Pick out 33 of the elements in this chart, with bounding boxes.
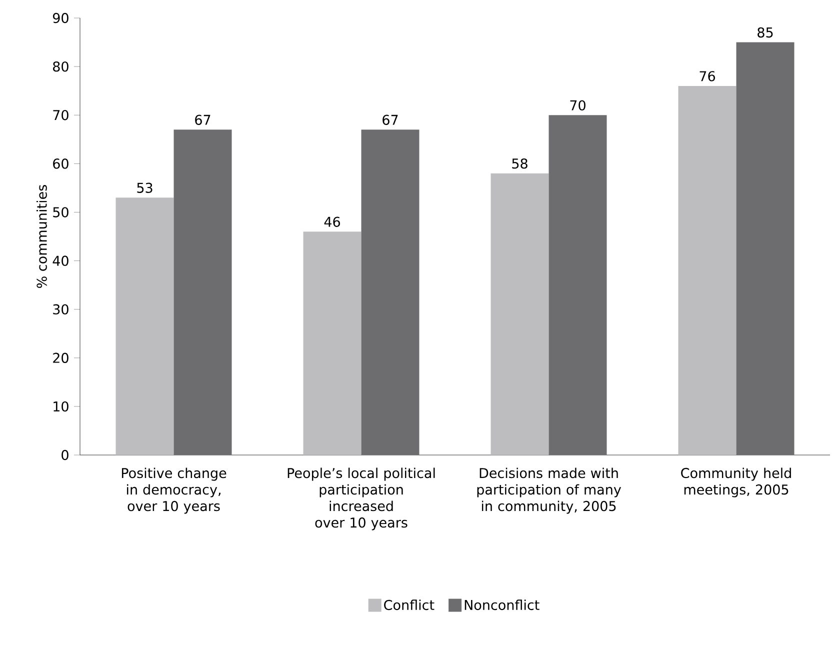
bar [361,130,420,455]
y-tick-label: 40 [52,256,68,266]
y-tick-label: 50 [53,207,68,218]
y-tick-label: 70 [53,110,68,120]
bar [678,86,736,455]
data-label: 70 [570,100,586,110]
y-tick-label: 20 [53,352,68,363]
data-label: 58 [512,158,528,169]
bar [303,232,362,455]
y-tick-label: 10 [54,401,68,412]
bar [736,42,794,455]
y-axis-title: % communities [36,184,47,288]
x-tick-label: People’s local political participation increased over 10 years [288,468,435,530]
data-label: 67 [382,114,398,125]
y-tick-label: 60 [53,158,68,169]
x-tick-label: Decisions made with participation of many in community, 2005 [477,468,622,514]
y-tick-label: 90 [52,12,68,24]
data-label: 46 [324,216,340,227]
data-label: 67 [195,114,210,125]
bar [116,198,174,455]
data-label: 53 [137,182,152,193]
legend-label: Nonconflict [464,600,540,610]
bar [174,130,232,455]
bar [548,115,607,455]
data-label: 85 [758,27,773,38]
y-tick-label: 0 [62,450,68,460]
legend-label: Conflict [384,600,434,610]
data-label: 76 [700,71,716,82]
x-tick-label: Positive change in democracy, over 10 years [122,468,226,514]
bar [490,173,549,455]
x-tick-label: Community held meetings, 2005 [681,468,791,498]
y-tick-label: 80 [53,61,68,72]
y-tick-label: 30 [53,304,68,314]
